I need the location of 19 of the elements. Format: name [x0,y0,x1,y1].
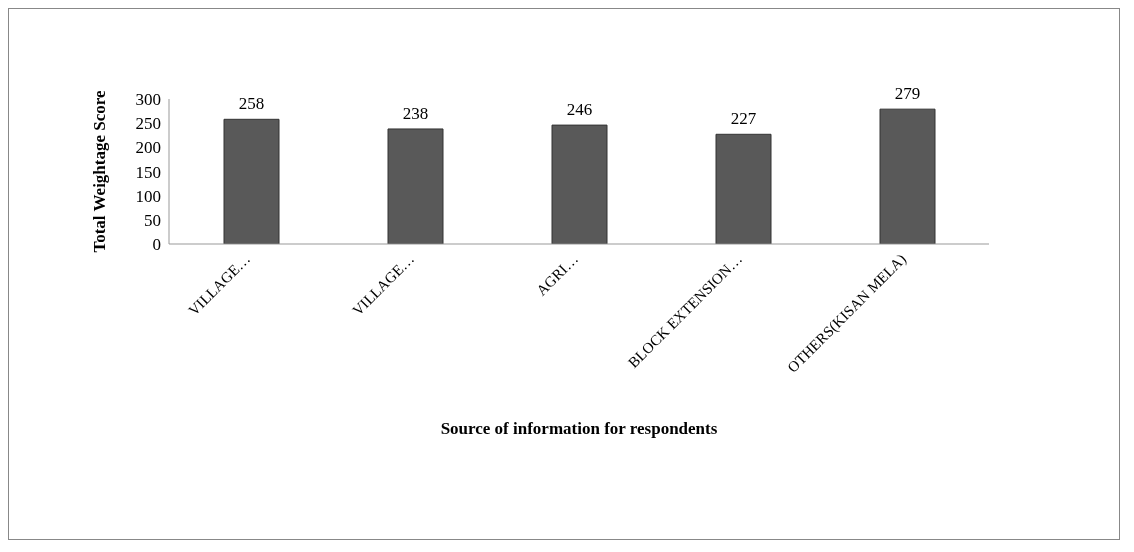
y-tick-label: 150 [135,162,161,182]
y-tick-label: 200 [135,138,161,158]
y-tick-label: 250 [135,114,161,134]
data-label: 279 [894,84,921,104]
bar [879,108,936,244]
data-label: 238 [402,103,429,123]
bar [715,133,772,244]
data-label: 227 [730,109,757,129]
y-axis-title: Total Weightage Score [90,89,110,253]
y-tick-label: 300 [135,90,161,110]
data-label: 246 [566,100,593,120]
bar [551,124,608,244]
y-tick-label: 100 [135,186,161,206]
bar [223,118,280,244]
bar [387,128,444,244]
y-tick-label: 50 [144,210,161,230]
y-tick-label: 0 [152,235,161,255]
data-label: 258 [238,94,265,114]
x-axis-title: Source of information for respondents [440,419,718,438]
